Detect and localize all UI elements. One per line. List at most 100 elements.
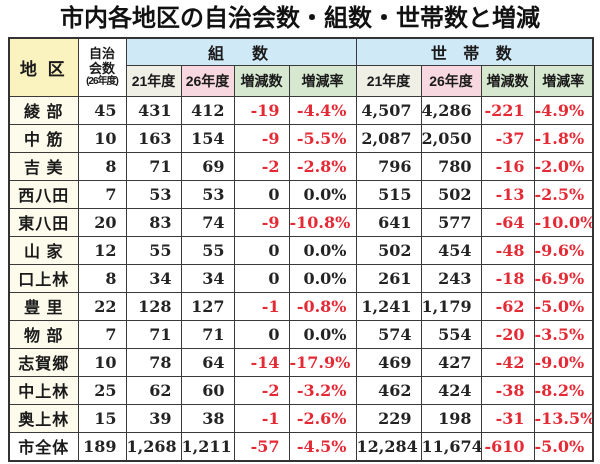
household-rate-cell: -2.0% (533, 151, 594, 181)
household-fy26-cell: 454 (420, 235, 482, 265)
district-stats-table: 地 区 自治会数 (26年度) 組 数 世 帯 数 21年度 26年度 増減数 … (8, 37, 595, 462)
group-change-cell: -1 (233, 403, 290, 433)
household-rate-cell: -9.6% (533, 235, 594, 265)
table-row: 志賀郷 10 78 64 -14 -17.9% 469 427 -42 -9.0% (8, 347, 594, 377)
header-households: 世 帯 数 (355, 37, 594, 66)
group-rate-cell: -0.8% (288, 291, 357, 321)
table-row: 口上林 8 34 34 0 0.0% 261 243 -18 -6.9% (8, 263, 594, 293)
group-change-cell: -57 (233, 431, 290, 461)
table-row: 奥上林 15 39 38 -1 -2.6% 229 198 -31 -13.5% (8, 403, 594, 433)
group-rate-cell: -4.5% (288, 431, 357, 461)
household-fy21-cell: 2,087 (355, 123, 422, 153)
group-fy26-cell: 154 (180, 123, 235, 153)
group-rate-cell: -5.5% (288, 123, 357, 153)
group-fy21-cell: 62 (125, 375, 182, 405)
household-fy21-cell: 261 (355, 263, 422, 293)
household-fy26-cell: 4,286 (420, 95, 482, 125)
household-fy26-cell: 427 (420, 347, 482, 377)
jichikai-count-cell: 45 (77, 95, 127, 125)
household-fy26-cell: 1,179 (420, 291, 482, 321)
group-fy21-cell: 71 (125, 319, 182, 349)
group-fy26-cell: 55 (180, 235, 235, 265)
household-fy21-cell: 229 (355, 403, 422, 433)
group-fy26-cell: 127 (180, 291, 235, 321)
district-cell: 山 家 (8, 235, 79, 265)
group-change-cell: 0 (233, 179, 290, 209)
household-rate-cell: -13.5% (533, 403, 594, 433)
district-cell: 綾 部 (8, 95, 79, 125)
household-rate-cell: -2.5% (533, 179, 594, 209)
header-group-rate: 増減率 (288, 64, 357, 97)
household-rate-cell: -4.9% (533, 95, 594, 125)
header-household-rate: 増減率 (533, 64, 594, 97)
header-group-fy26: 26年度 (180, 64, 235, 97)
group-fy21-cell: 83 (125, 207, 182, 237)
group-rate-cell: 0.0% (288, 235, 357, 265)
group-rate-cell: -10.8% (288, 207, 357, 237)
district-cell: 東八田 (8, 207, 79, 237)
header-jichikai-count: 自治会数 (26年度) (77, 37, 127, 97)
district-cell: 口上林 (8, 263, 79, 293)
group-fy26-cell: 64 (180, 347, 235, 377)
household-change-cell: -38 (480, 375, 535, 405)
header-jichikai-note: (26年度) (86, 76, 119, 88)
jichikai-count-cell: 12 (77, 235, 127, 265)
group-rate-cell: -2.6% (288, 403, 357, 433)
group-fy26-cell: 69 (180, 151, 235, 181)
household-change-cell: -37 (480, 123, 535, 153)
household-change-cell: -18 (480, 263, 535, 293)
group-fy21-cell: 34 (125, 263, 182, 293)
group-fy21-cell: 53 (125, 179, 182, 209)
household-fy21-cell: 1,241 (355, 291, 422, 321)
jichikai-count-cell: 8 (77, 263, 127, 293)
group-change-cell: -2 (233, 151, 290, 181)
household-change-cell: -48 (480, 235, 535, 265)
district-cell: 中 筋 (8, 123, 79, 153)
household-rate-cell: -5.0% (533, 291, 594, 321)
group-fy21-cell: 163 (125, 123, 182, 153)
group-change-cell: 0 (233, 235, 290, 265)
group-fy21-cell: 1,268 (125, 431, 182, 461)
group-fy21-cell: 431 (125, 95, 182, 125)
household-fy26-cell: 2,050 (420, 123, 482, 153)
group-change-cell: -2 (233, 375, 290, 405)
header-district: 地 区 (8, 37, 79, 97)
household-fy21-cell: 462 (355, 375, 422, 405)
group-fy26-cell: 38 (180, 403, 235, 433)
table-row: 東八田 20 83 74 -9 -10.8% 641 577 -64 -10.0% (8, 207, 594, 237)
group-change-cell: -14 (233, 347, 290, 377)
household-fy21-cell: 502 (355, 235, 422, 265)
household-change-cell: -62 (480, 291, 535, 321)
group-fy26-cell: 53 (180, 179, 235, 209)
household-fy26-cell: 780 (420, 151, 482, 181)
household-change-cell: -31 (480, 403, 535, 433)
table-row: 吉 美 8 71 69 -2 -2.8% 796 780 -16 -2.0% (8, 151, 594, 181)
table-row: 中 筋 10 163 154 -9 -5.5% 2,087 2,050 -37 -1.8% (8, 123, 594, 153)
district-cell: 志賀郷 (8, 347, 79, 377)
household-fy21-cell: 641 (355, 207, 422, 237)
group-change-cell: 0 (233, 263, 290, 293)
household-rate-cell: -1.8% (533, 123, 594, 153)
household-rate-cell: -8.2% (533, 375, 594, 405)
household-change-cell: -42 (480, 347, 535, 377)
household-fy26-cell: 502 (420, 179, 482, 209)
household-fy26-cell: 11,674 (420, 431, 482, 461)
jichikai-count-cell: 7 (77, 179, 127, 209)
table-row: 中上林 25 62 60 -2 -3.2% 462 424 -38 -8.2% (8, 375, 594, 405)
table-row: 市全体 189 1,268 1,211 -57 -4.5% 12,284 11,674 -610… (8, 431, 594, 461)
district-cell: 物 部 (8, 319, 79, 349)
district-cell: 奥上林 (8, 403, 79, 433)
group-fy26-cell: 1,211 (180, 431, 235, 461)
jichikai-count-cell: 189 (77, 431, 127, 461)
household-fy21-cell: 469 (355, 347, 422, 377)
group-fy26-cell: 74 (180, 207, 235, 237)
group-change-cell: -19 (233, 95, 290, 125)
household-change-cell: -16 (480, 151, 535, 181)
jichikai-count-cell: 22 (77, 291, 127, 321)
group-fy21-cell: 78 (125, 347, 182, 377)
jichikai-count-cell: 20 (77, 207, 127, 237)
district-cell: 西八田 (8, 179, 79, 209)
household-change-cell: -64 (480, 207, 535, 237)
table-row: 山 家 12 55 55 0 0.0% 502 454 -48 -9.6% (8, 235, 594, 265)
group-rate-cell: -3.2% (288, 375, 357, 405)
